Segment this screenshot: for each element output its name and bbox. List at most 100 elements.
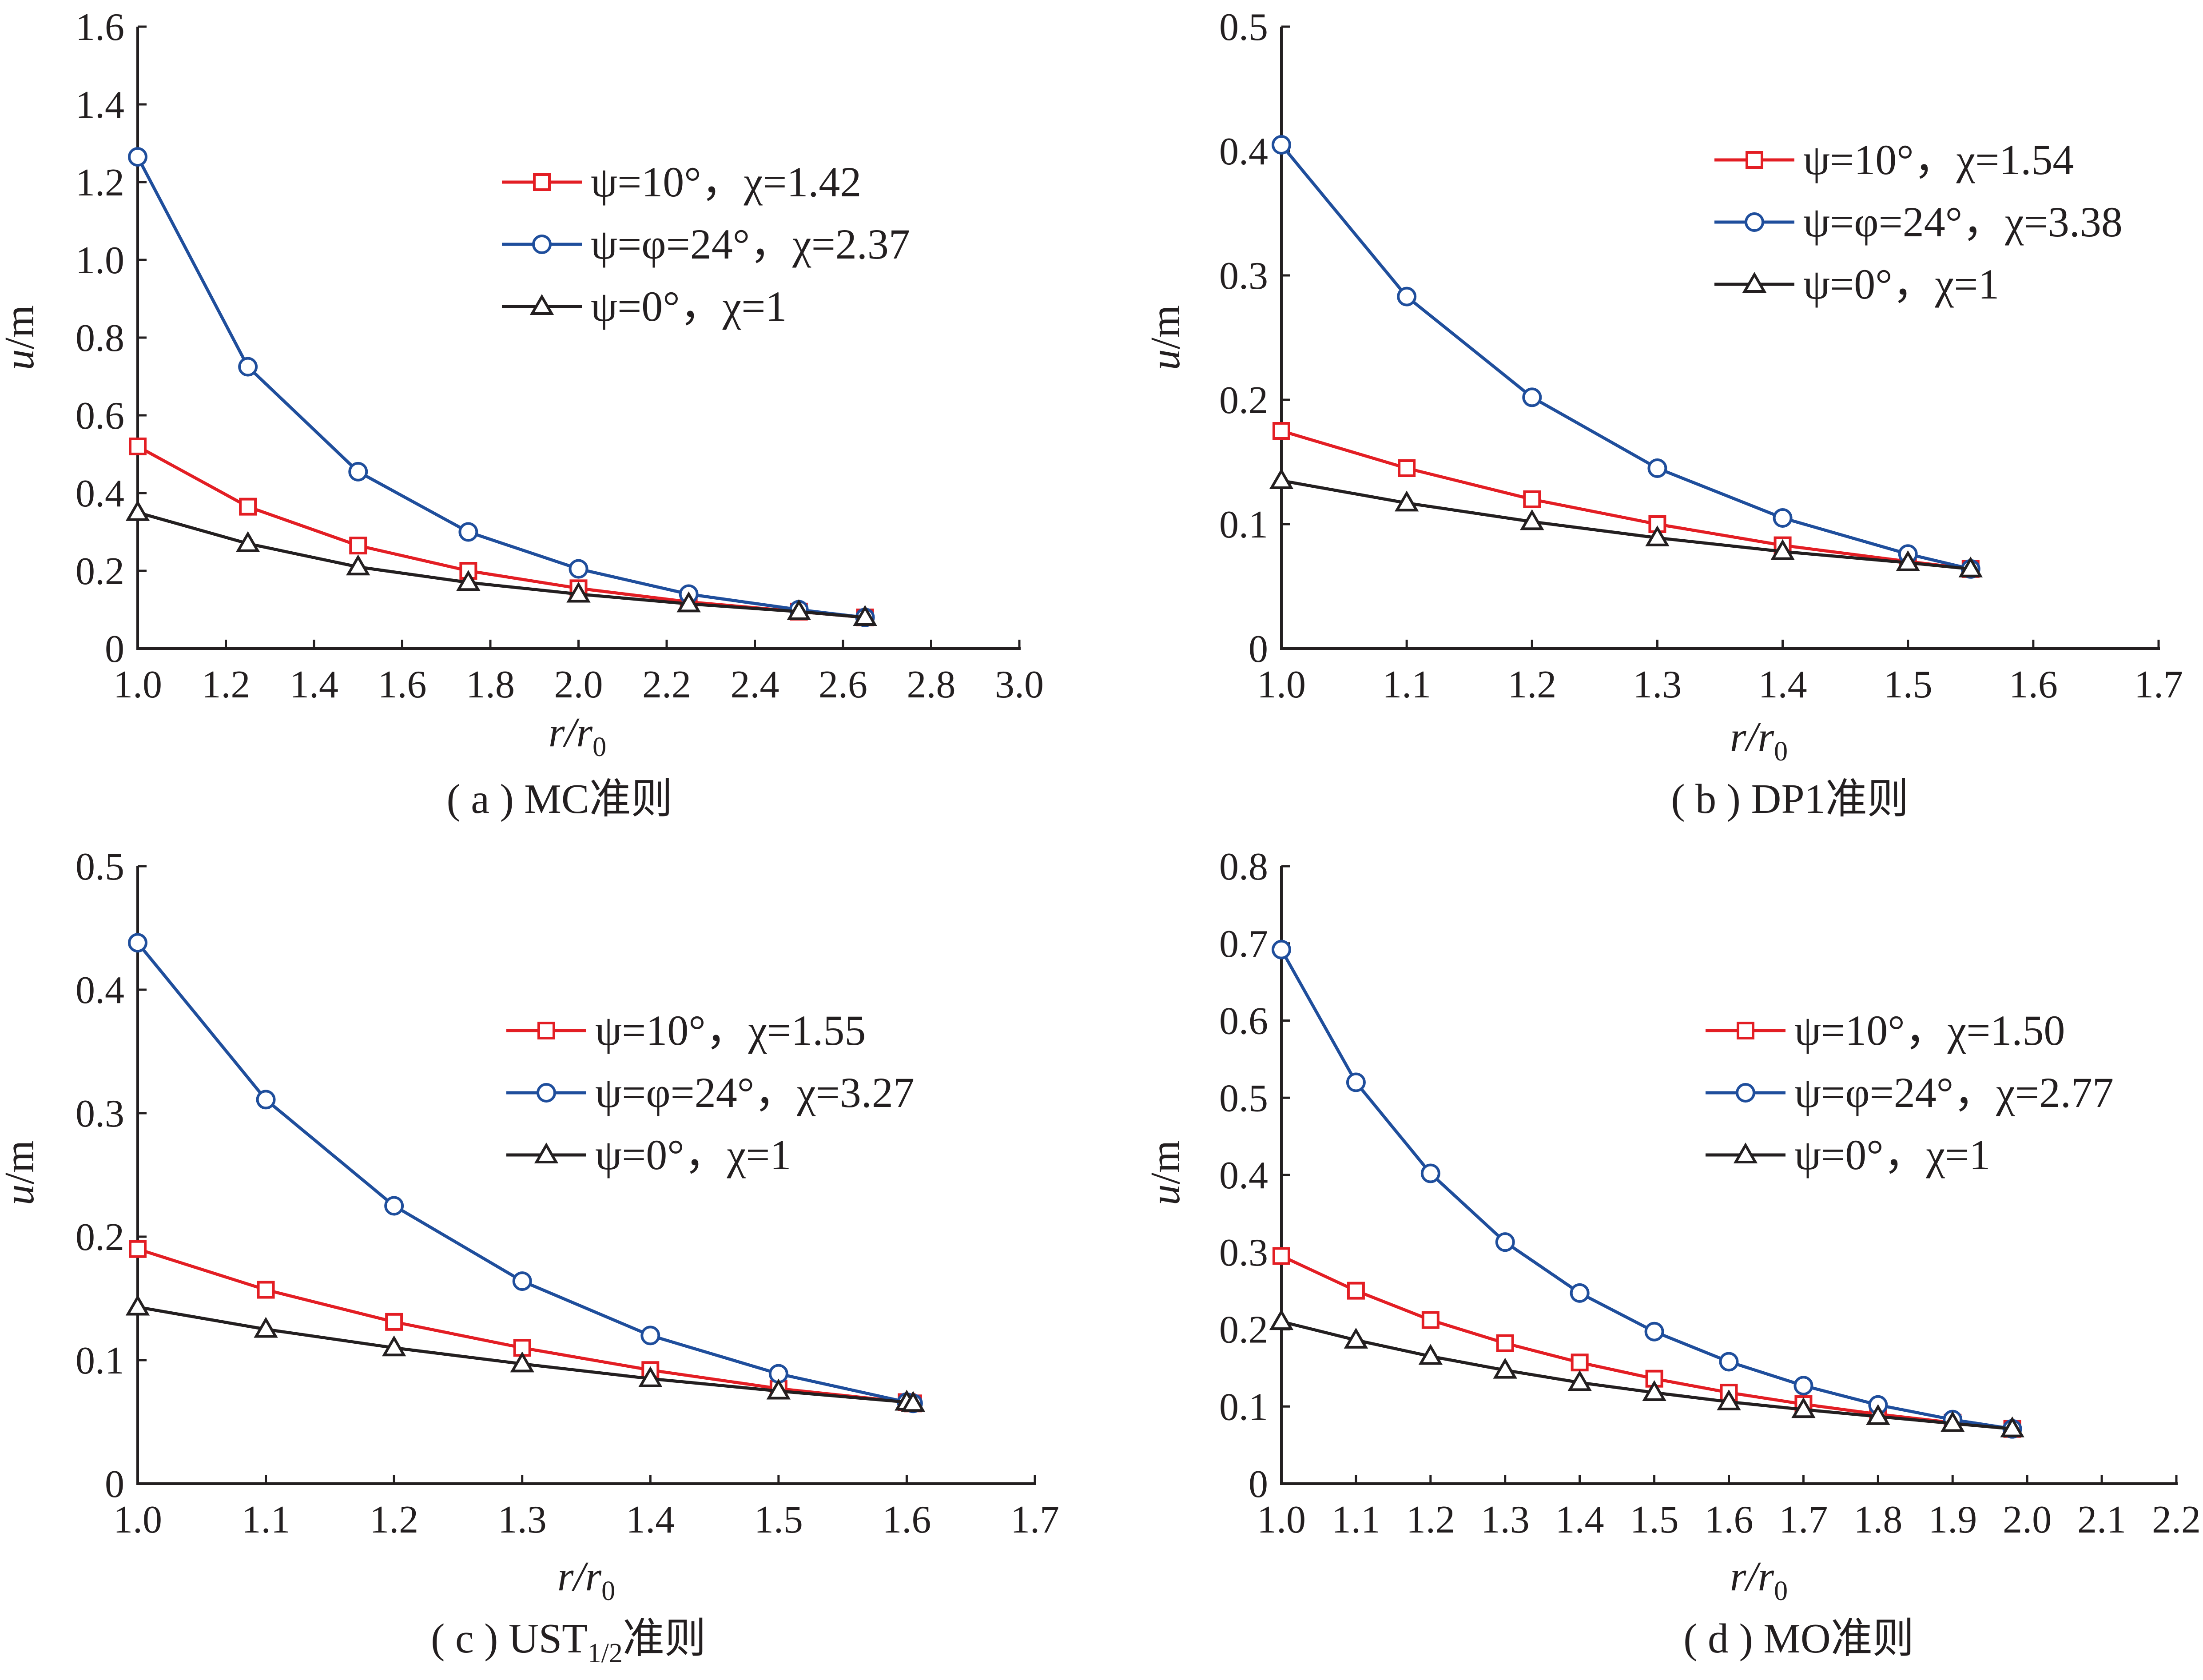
y-tick-label: 0 <box>1249 628 1268 671</box>
y-tick-label: 1.0 <box>76 239 124 282</box>
data-point <box>1642 1380 1666 1401</box>
y-tick-label: 0.5 <box>1219 6 1268 49</box>
y-tick-label: 0.4 <box>1219 1154 1268 1197</box>
data-point <box>348 462 368 482</box>
data-point <box>1644 1322 1664 1342</box>
y-tick-label: 0.5 <box>76 845 124 888</box>
y-tick-label: 0.6 <box>1219 1000 1268 1043</box>
y-tick-label: 0.1 <box>1219 503 1268 546</box>
x-tick-label: 1.5 <box>1884 663 1933 706</box>
data-point <box>638 1366 663 1387</box>
legend-label: ψ=φ=24°，χ=3.38 <box>1803 198 2123 246</box>
data-point <box>1420 1163 1440 1183</box>
x-tick-label: 1.0 <box>1257 1498 1306 1541</box>
x-tick-label: 1.2 <box>1507 663 1556 706</box>
data-point <box>1493 1358 1517 1379</box>
x-axis-title: r/r0 <box>1730 714 1788 767</box>
data-point <box>1394 490 1419 512</box>
x-tick-label: 1.1 <box>1332 1498 1380 1541</box>
data-point <box>1647 458 1667 478</box>
chart-panel-4: 1.0 1.1 1.2 1.3 1.4 1.5 1.6 1.7 1.8 1.9 2.0 2.1 2.2 0… <box>1142 845 2201 1662</box>
series-black <box>1269 1309 2024 1437</box>
y-axis-title: u/m <box>0 305 43 370</box>
chart-panel-3: 1.0 1.1 1.2 1.3 1.4 1.5 1.6 1.7 0 0.1 0.2 0.3 0.4 0.5… <box>0 845 1059 1668</box>
data-point <box>238 357 258 377</box>
x-tick-label: 1.6 <box>1705 1498 1754 1541</box>
y-tick-label: 0.8 <box>76 317 124 360</box>
data-point <box>853 605 877 626</box>
data-point <box>510 1351 534 1373</box>
data-point <box>787 599 811 620</box>
data-point <box>349 537 367 555</box>
x-tick-label: 1.3 <box>1481 1498 1530 1541</box>
legend-marker <box>1742 272 1767 293</box>
data-point <box>640 1326 660 1346</box>
legend-marker <box>534 1143 559 1163</box>
data-point <box>1495 1232 1515 1252</box>
data-point <box>901 1391 926 1412</box>
data-point <box>1397 287 1417 307</box>
data-point <box>1272 422 1290 440</box>
y-tick-label: 1.4 <box>76 84 124 127</box>
x-tick-label: 1.4 <box>290 663 338 706</box>
x-tick-label: 1.2 <box>1406 1498 1455 1541</box>
y-tick-label: 0.2 <box>76 550 124 593</box>
data-point <box>766 1378 791 1400</box>
data-point <box>512 1271 532 1291</box>
data-point <box>254 1317 278 1338</box>
y-tick-label: 0 <box>1249 1463 1268 1506</box>
data-point <box>128 147 147 167</box>
data-point <box>385 1313 403 1331</box>
x-tick-label: 1.6 <box>2009 663 2058 706</box>
series-line <box>137 1306 914 1405</box>
x-tick-label: 1.4 <box>1758 663 1807 706</box>
data-point <box>1346 1072 1366 1092</box>
series-line <box>137 445 865 619</box>
y-axis-title: u/m <box>1142 305 1189 370</box>
x-axis-title: r/r0 <box>549 709 606 762</box>
data-point <box>239 498 257 516</box>
x-tick-label: 1.8 <box>1853 1498 1902 1541</box>
x-tick-label: 2.0 <box>554 663 603 706</box>
data-point <box>456 570 481 591</box>
legend-marker <box>1736 1083 1755 1103</box>
legend-label: ψ=0°，χ=1 <box>1803 260 1999 308</box>
x-tick-label: 1.1 <box>242 1498 290 1541</box>
x-tick-label: 1.3 <box>1633 663 1682 706</box>
series-line <box>137 511 865 619</box>
data-point <box>676 591 701 613</box>
legend-marker <box>1745 212 1764 232</box>
data-point <box>1793 1376 1813 1396</box>
y-tick-label: 1.6 <box>76 6 124 49</box>
data-point <box>1770 539 1795 560</box>
legend-marker <box>1746 151 1763 169</box>
legend: ψ=10°，χ=1.54 ψ=φ=24°，χ=3.38 ψ=0°，χ=1 <box>1714 136 2123 308</box>
data-point <box>1773 508 1793 528</box>
data-point <box>1571 1354 1589 1372</box>
x-tick-label: 2.8 <box>907 663 956 706</box>
legend-label: ψ=10°，χ=1.55 <box>595 1007 866 1054</box>
data-point <box>1272 1247 1290 1265</box>
x-tick-label: 1.2 <box>370 1498 418 1541</box>
y-tick-label: 0 <box>105 1463 124 1506</box>
legend-marker <box>532 235 552 254</box>
data-point <box>1567 1370 1592 1391</box>
series-line <box>136 156 866 619</box>
y-tick-label: 0.2 <box>1219 379 1268 422</box>
y-tick-label: 0.1 <box>76 1339 124 1382</box>
x-tick-label: 1.0 <box>113 1498 162 1541</box>
data-point <box>1520 509 1544 530</box>
legend-marker <box>529 294 554 315</box>
data-point <box>1717 1389 1741 1410</box>
data-point <box>129 1240 147 1258</box>
y-tick-label: 1.2 <box>76 161 124 204</box>
x-tick-label: 1.7 <box>1010 1498 1059 1541</box>
legend-label: ψ=φ=24°，χ=3.27 <box>595 1069 915 1116</box>
x-tick-label: 1.1 <box>1382 663 1431 706</box>
legend: ψ=10°，χ=1.55 ψ=φ=24°，χ=3.27 ψ=0°，χ=1 <box>506 1007 915 1178</box>
panel-caption: ( c ) UST1/2准则 <box>431 1616 706 1668</box>
data-point <box>2000 1416 2024 1437</box>
data-point <box>1791 1397 1816 1418</box>
data-point <box>235 531 260 552</box>
series-red <box>1272 422 1980 578</box>
